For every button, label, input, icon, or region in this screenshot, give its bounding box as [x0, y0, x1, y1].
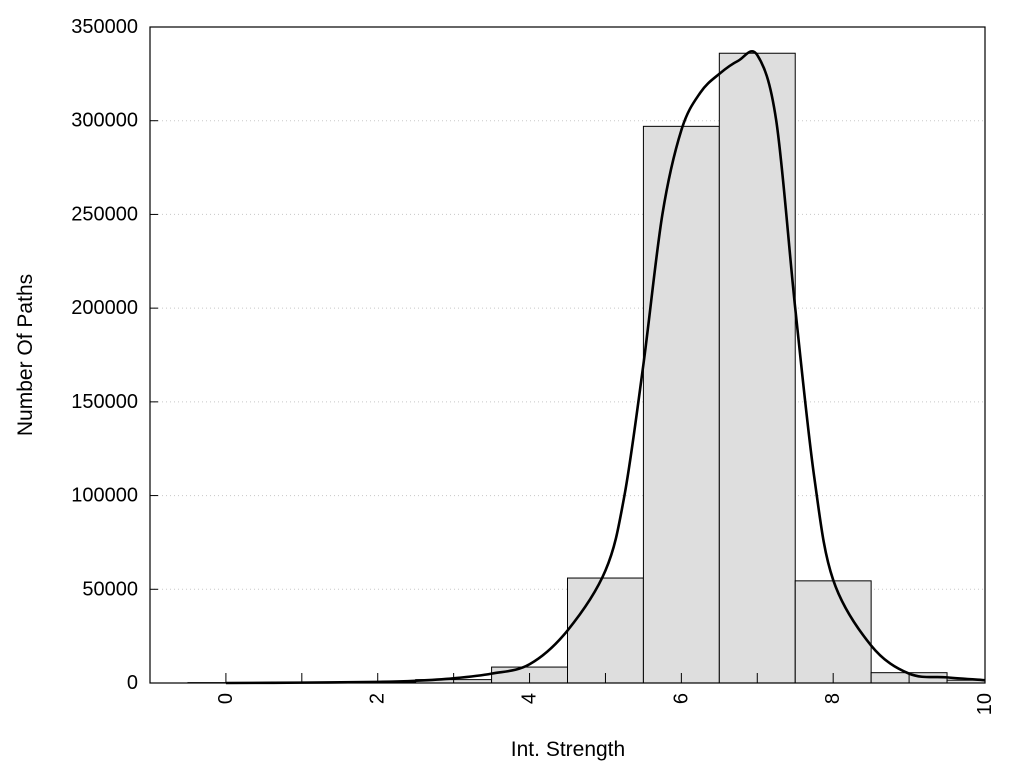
y-axis-title: Number Of Paths	[14, 274, 37, 436]
fit-curve-line	[225, 50, 986, 685]
histogram-bar	[718, 52, 796, 684]
x-tick-label: 0	[215, 693, 237, 704]
histogram-bars	[187, 52, 986, 684]
x-tick-label: 6	[670, 693, 692, 704]
plot-frame	[149, 26, 986, 684]
x-tick-label: 2	[367, 693, 389, 704]
y-tick-label: 200000	[71, 297, 138, 319]
y-tick-label: 0	[127, 672, 138, 694]
grid-lines	[150, 120, 985, 590]
y-tick-label: 100000	[71, 485, 138, 507]
fit-curve	[225, 50, 986, 685]
x-tick-label: 10	[974, 693, 996, 715]
y-tick-label: 350000	[71, 16, 138, 38]
x-axis-ticks: 0 2 4 6 8 10	[149, 673, 996, 715]
x-axis-title: Int. Strength	[511, 738, 625, 761]
y-tick-label: 50000	[82, 578, 138, 600]
y-axis-ticks: 0 50000 100000 150000 200000 250000 300000 3500…	[71, 16, 158, 694]
histogram-bar	[642, 125, 720, 684]
y-tick-label: 250000	[71, 203, 138, 225]
y-tick-label: 300000	[71, 110, 138, 132]
histogram-bar	[567, 577, 644, 684]
x-tick-label: 4	[519, 693, 541, 704]
x-tick-label: 8	[822, 693, 844, 704]
y-tick-label: 150000	[71, 391, 138, 413]
